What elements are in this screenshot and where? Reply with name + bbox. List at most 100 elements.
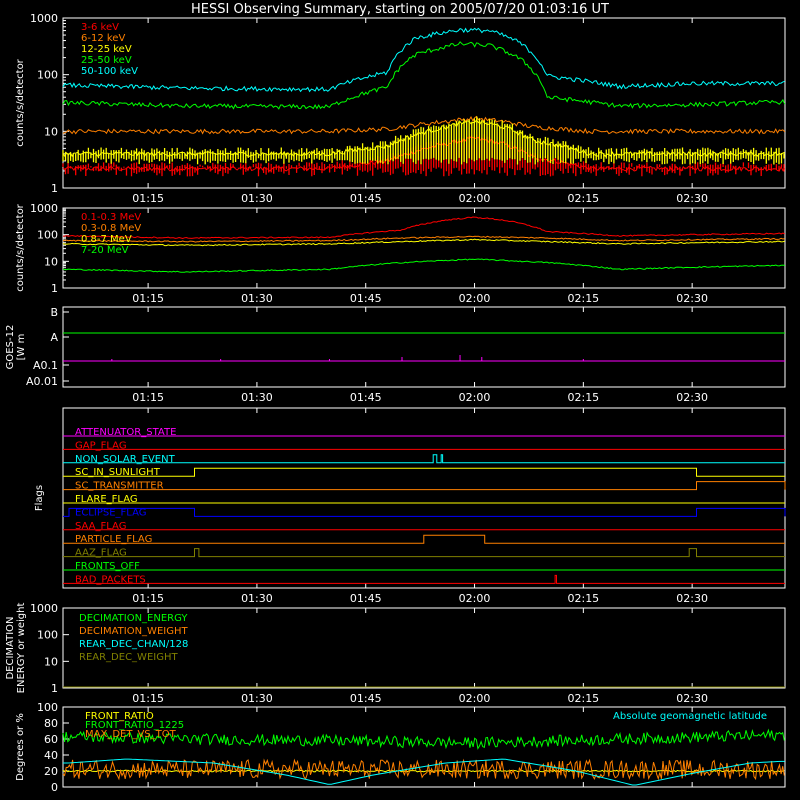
series-line-p2-3 xyxy=(62,258,785,273)
x-tick-label-p1-0: 01:15 xyxy=(132,192,164,205)
panel6-ylabel: Degrees or % xyxy=(15,713,26,781)
y-tick-label-p3-3: B xyxy=(50,306,58,319)
x-tick-label-p5-0: 01:15 xyxy=(132,692,164,705)
y-tick-label-p1-2: 100 xyxy=(37,69,58,82)
series-line-p1-4 xyxy=(62,27,785,93)
legend-p2-1: 0.3-0.8 MeV xyxy=(81,223,141,234)
flag-line-9 xyxy=(63,548,785,558)
x-tick-label-p2-4: 02:15 xyxy=(567,292,599,305)
y-tick-label-p5-1: 10 xyxy=(44,655,58,668)
y-tick-label-p6-1: 20 xyxy=(44,765,58,778)
flag-label-0: ATTENUATOR_STATE xyxy=(75,427,176,438)
y-tick-label-p2-1: 10 xyxy=(44,255,58,268)
panel-frame-goes xyxy=(62,306,786,388)
series-line-p2-1 xyxy=(62,235,785,243)
legend-p2-0: 0.1-0.3 MeV xyxy=(81,212,141,223)
x-tick-label-p3-3: 02:00 xyxy=(459,391,491,404)
ratio-line-1 xyxy=(62,728,785,750)
series-line-p1-3 xyxy=(62,41,786,110)
panel4-ylabel: Flags xyxy=(34,485,45,511)
panel-frame-decimation xyxy=(62,607,786,689)
panel3-ylabel-units: [W m xyxy=(16,334,27,361)
x-tick-label-p2-3: 02:00 xyxy=(459,292,491,305)
x-tick-label-p3-2: 01:45 xyxy=(350,391,382,404)
y-tick-label-p5-2: 100 xyxy=(37,629,58,642)
flag-label-3: SC_IN_SUNLIGHT xyxy=(75,467,161,478)
x-tick-label-p3-0: 01:15 xyxy=(132,391,164,404)
flag-line-6 xyxy=(63,507,786,517)
flag-label-5: FLARE_FLAG xyxy=(75,494,138,505)
legend-p1-4: 50-100 keV xyxy=(81,66,138,77)
x-tick-label-p5-2: 01:45 xyxy=(350,692,382,705)
legend-p6-2: MAX_DET_VS_TOT xyxy=(85,729,177,740)
y-tick-label-p6-4: 80 xyxy=(44,717,58,730)
y-tick-label-p5-0: 1 xyxy=(51,682,58,695)
panel-frame-flags xyxy=(62,407,786,589)
x-tick-label-p2-0: 01:15 xyxy=(132,292,164,305)
x-tick-label-p4-0: 01:15 xyxy=(132,592,164,605)
panel5-ylabel-line1: DECIMATION xyxy=(5,616,16,679)
flag-line-3 xyxy=(63,467,785,477)
panel1-ylabel: counts/s/detector xyxy=(15,58,26,146)
x-tick-label-p2-2: 01:45 xyxy=(350,292,382,305)
x-tick-label-p2-1: 01:30 xyxy=(241,292,273,305)
y-tick-label-p6-3: 60 xyxy=(44,733,58,746)
y-tick-label-p2-3: 1000 xyxy=(30,202,58,215)
y-tick-label-p1-0: 1 xyxy=(51,182,58,195)
y-tick-label-p6-0: 0 xyxy=(51,781,58,794)
x-tick-label-p5-4: 02:15 xyxy=(567,692,599,705)
legend-p2-2: 0.8-7 MeV xyxy=(81,234,132,245)
flag-label-6: ECLIPSE_FLAG xyxy=(75,507,146,518)
flag-line-11 xyxy=(63,574,785,584)
y-tick-label-p2-2: 100 xyxy=(37,229,58,242)
x-tick-label-p5-3: 02:00 xyxy=(459,692,491,705)
y-tick-label-p6-2: 40 xyxy=(44,749,58,762)
y-tick-label-p3-0: A0.01 xyxy=(26,375,58,388)
panel3-ylabel-main: GOES-12 xyxy=(5,325,16,370)
geomag-annotation: Absolute geomagnetic latitude xyxy=(613,711,767,722)
y-tick-label-p1-3: 1000 xyxy=(30,12,58,25)
series-line-p2-0 xyxy=(62,216,786,240)
ratio-line-2 xyxy=(62,758,785,781)
chart-marks: 01:15 01:30 01:45 02:00 02:15 02:30 01:15 01:30… xyxy=(26,12,786,794)
flag-line-8 xyxy=(63,534,785,544)
series-line-p1-1 xyxy=(62,115,786,135)
legend-p5-2: REAR_DEC_CHAN/128 xyxy=(79,639,188,650)
panel-frame-low-energy xyxy=(62,17,786,189)
flag-label-9: AAZ_FLAG xyxy=(75,548,127,559)
legend-p1-1: 6-12 keV xyxy=(81,33,125,44)
flag-label-2: NON_SOLAR_EVENT xyxy=(75,454,176,465)
x-tick-label-p4-5: 02:30 xyxy=(676,592,708,605)
flag-line-2 xyxy=(63,454,785,464)
flag-label-8: PARTICLE_FLAG xyxy=(75,534,152,545)
legend-p2-3: 7-20 MeV xyxy=(81,245,129,256)
y-tick-label-p6-5: 100 xyxy=(37,701,58,714)
legend-p1-3: 25-50 keV xyxy=(81,55,132,66)
legend-p5-3: REAR_DEC_WEIGHT xyxy=(79,652,178,663)
series-fill-p1-2 xyxy=(62,116,785,165)
flag-line-4 xyxy=(63,481,786,491)
x-tick-label-p1-1: 01:30 xyxy=(241,192,273,205)
y-tick-label-p2-0: 1 xyxy=(51,282,58,295)
legend-p5-0: DECIMATION_ENERGY xyxy=(79,613,188,624)
legend-p6-0: FRONT_RATIO xyxy=(85,711,154,722)
x-tick-label-p5-1: 01:30 xyxy=(241,692,273,705)
ratio-line-3 xyxy=(63,758,785,786)
flag-label-4: SC_TRANSMITTER xyxy=(75,481,164,492)
y-tick-label-p5-3: 1000 xyxy=(30,602,58,615)
legend-p1-0: 3-6 keV xyxy=(81,22,119,33)
x-tick-label-p3-4: 02:15 xyxy=(567,391,599,404)
figure-title: HESSI Observing Summary, starting on 200… xyxy=(191,2,609,17)
legend-p5-1: DECIMATION_WEIGHT xyxy=(79,626,188,637)
x-tick-label-p2-5: 02:30 xyxy=(676,292,708,305)
x-tick-label-p4-2: 01:45 xyxy=(350,592,382,605)
x-tick-label-p1-4: 02:15 xyxy=(567,192,599,205)
x-tick-label-p1-2: 01:45 xyxy=(350,192,382,205)
y-tick-label-p3-1: A0.1 xyxy=(33,359,58,372)
series-line-p2-2 xyxy=(62,238,785,247)
legend-p1-2: 12-25 keV xyxy=(81,44,132,55)
flag-label-10: FRONTS_OFF xyxy=(75,561,140,572)
x-tick-label-p4-3: 02:00 xyxy=(459,592,491,605)
